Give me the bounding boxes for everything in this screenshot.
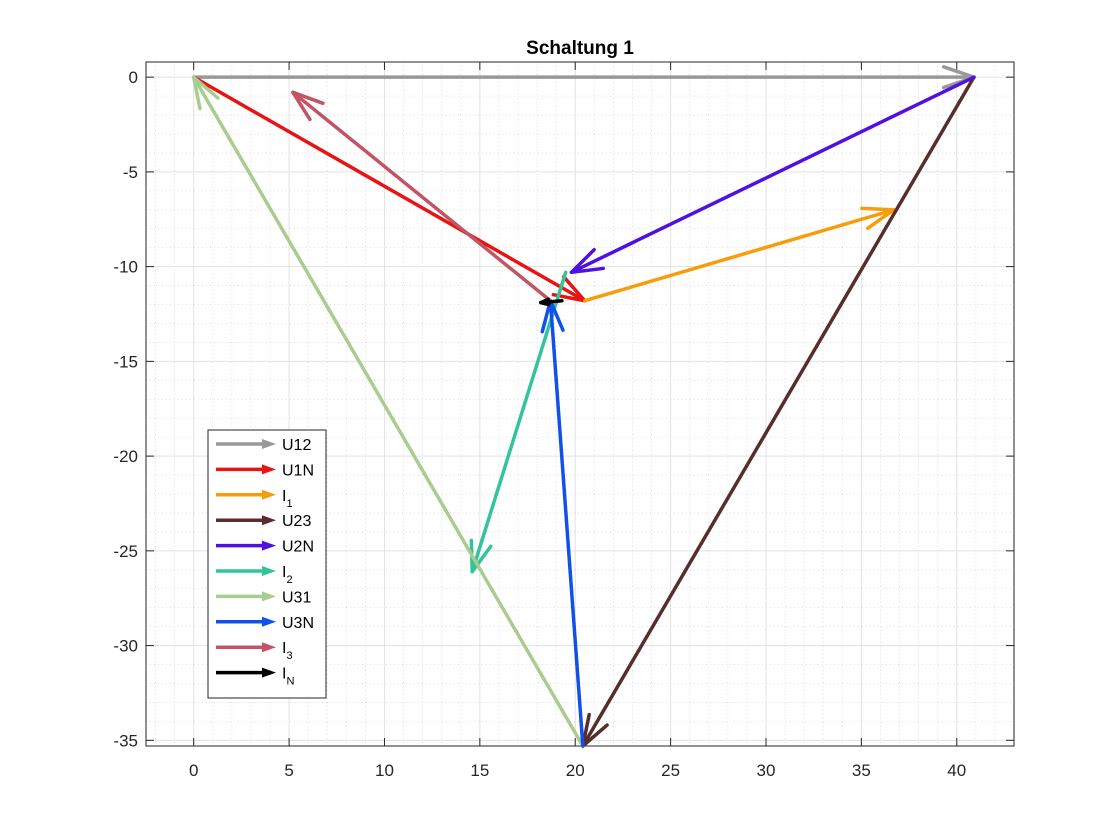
- x-axis-ticks: 0 5 10 15 20 25 30 35 40: [189, 62, 966, 780]
- legend-entry: U31: [216, 589, 311, 606]
- x-tick-label: 25: [661, 761, 680, 780]
- legend-swatch-arrowhead: [262, 515, 276, 526]
- legend-label: U12: [282, 437, 311, 454]
- y-tick-label: -15: [113, 352, 138, 371]
- vector-i2: [469, 270, 568, 574]
- vector-u3n: [540, 298, 585, 748]
- vector-shaft: [191, 75, 587, 303]
- vector-shaft: [291, 90, 553, 303]
- legend-entry: I1: [216, 488, 293, 510]
- y-tick-label: -30: [113, 637, 138, 656]
- legend-label: U2N: [282, 539, 314, 556]
- legend-swatch-arrowhead: [262, 642, 276, 653]
- legend-entry: U2N: [216, 539, 314, 556]
- axes-box: [145, 61, 1015, 747]
- vector-shaft: [569, 75, 976, 275]
- x-tick-label: 30: [757, 761, 776, 780]
- legend-entry: U1N: [216, 462, 314, 479]
- x-tick-label: 35: [852, 761, 871, 780]
- x-tick-label: 15: [470, 761, 489, 780]
- legend-entry: U12: [216, 437, 311, 454]
- vector-u31: [191, 75, 585, 748]
- vector-arrowhead: [569, 248, 605, 275]
- legend-box: [207, 429, 327, 699]
- vector-shaft: [583, 208, 896, 303]
- y-axis-ticks: 0 -5 -10 -15 -20 -25 -30 -35: [113, 68, 1014, 750]
- vector-arrowhead: [539, 297, 551, 307]
- vector-arrowhead: [291, 90, 325, 122]
- legend-swatch-arrowhead: [262, 566, 276, 576]
- legend-entry: U23: [216, 513, 311, 530]
- vector-u1n: [191, 75, 587, 303]
- legend-swatch-arrowhead: [262, 591, 276, 602]
- chart-title: Schaltung 1: [526, 38, 634, 59]
- legend-label: I3: [282, 640, 293, 662]
- legend-label: I1: [282, 488, 293, 510]
- vector-arrowhead: [581, 712, 609, 748]
- vector-shaft: [581, 75, 976, 748]
- legend-swatch-arrowhead: [262, 616, 276, 627]
- y-tick-label: 0: [129, 68, 138, 87]
- vector-shaft: [191, 75, 585, 748]
- vector-i3: [291, 90, 553, 303]
- legend-label: U3N: [282, 615, 314, 632]
- vector-arrowhead: [191, 75, 220, 111]
- legend-label: U1N: [282, 462, 314, 479]
- legend-label-subscript: N: [286, 676, 294, 688]
- vector-series: [191, 65, 976, 748]
- vector-in: [539, 297, 564, 307]
- legend-swatch-arrowhead: [262, 489, 276, 500]
- legend-label-subscript: 2: [286, 574, 292, 586]
- x-tick-label: 10: [375, 761, 394, 780]
- y-tick-label: -10: [113, 258, 138, 277]
- x-tick-label: 20: [566, 761, 585, 780]
- y-tick-label: -5: [123, 163, 138, 182]
- vector-u2n: [569, 75, 976, 275]
- vector-i1: [583, 206, 896, 303]
- vector-arrowhead: [469, 538, 493, 574]
- vector-shaft: [470, 270, 568, 574]
- y-tick-label: -25: [113, 542, 138, 561]
- x-tick-label: 5: [284, 761, 293, 780]
- legend-swatch-arrowhead: [262, 540, 276, 551]
- vector-u12: [191, 65, 976, 90]
- x-tick-label: 40: [947, 761, 966, 780]
- y-tick-label: -20: [113, 447, 138, 466]
- legend-label-subscript: 3: [286, 650, 292, 662]
- legend-entry: I3: [216, 640, 293, 662]
- y-tick-label: -35: [113, 731, 138, 750]
- legend-swatch-arrowhead: [262, 667, 276, 678]
- legend-label-subscript: 1: [286, 498, 292, 510]
- vector-arrowhead: [860, 206, 896, 231]
- legend-label: U23: [282, 513, 311, 530]
- legend-entry: U3N: [216, 615, 314, 632]
- legend-label: U31: [282, 589, 311, 606]
- legend-label: I2: [282, 564, 293, 586]
- legend-swatch-arrowhead: [262, 464, 276, 475]
- legend-swatch-arrowhead: [262, 439, 276, 449]
- vector-shaft: [548, 298, 585, 748]
- x-tick-label: 0: [189, 761, 198, 780]
- legend-entry: I2: [216, 564, 293, 586]
